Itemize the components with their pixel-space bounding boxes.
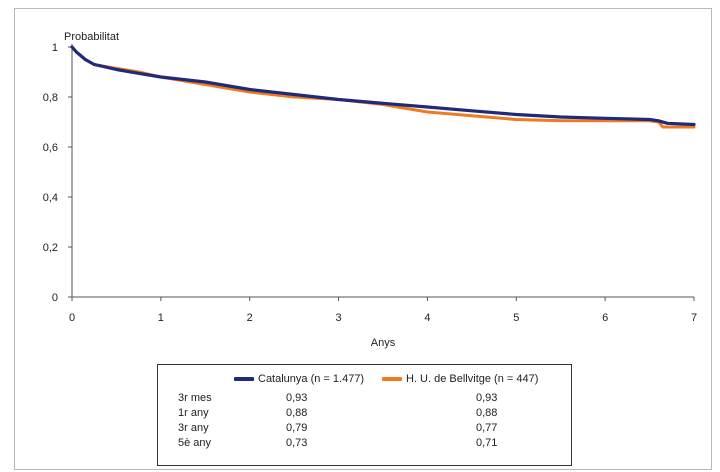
cell-catalunya: 0,79 [286,422,308,434]
cell-bellvitge: 0,77 [476,422,498,434]
y-tick-label: 0,4 [43,192,58,204]
series-line-catalunya [70,45,696,127]
y-tick-label: 0 [52,292,58,304]
table-row: 3r mes 0,93 0,93 [158,392,571,407]
y-tick-label: 0,8 [43,92,58,104]
x-tick-label: 0 [69,312,75,324]
cell-catalunya: 0,73 [286,437,308,449]
row-label: 1r any [178,407,209,419]
legend-table: Catalunya (n = 1.477) H. U. de Bellvitge… [157,364,572,466]
legend-label-catalunya: Catalunya (n = 1.477) [258,373,365,385]
cell-catalunya: 0,93 [286,392,308,404]
x-tick-label: 5 [513,312,519,324]
row-label: 5è any [178,437,212,449]
series-line-bellvitge [70,45,696,129]
table-row: 3r any 0,79 0,77 [158,422,571,437]
x-tick-label: 4 [424,312,430,324]
x-tick-label: 3 [336,312,342,324]
x-axis-label: Anys [371,337,396,349]
y-tick-label: 1 [52,42,58,54]
y-axis-label: Probabilitat [64,31,119,43]
cell-bellvitge: 0,71 [476,437,498,449]
y-tick-label: 0,2 [43,242,58,254]
legend-label-bellvitge: H. U. de Bellvitge (n = 447) [406,373,539,385]
legend-item-bellvitge: H. U. de Bellvitge (n = 447) [382,373,538,385]
y-tick-label: 0,6 [43,142,58,154]
legend-swatch-catalunya [234,377,254,381]
table-row: 5è any 0,73 0,71 [158,437,571,452]
cell-bellvitge: 0,88 [476,407,498,419]
x-tick-label: 2 [247,312,253,324]
row-label: 3r any [178,422,209,434]
row-label: 3r mes [178,392,212,404]
cell-bellvitge: 0,93 [476,392,498,404]
legend-item-catalunya: Catalunya (n = 1.477) [234,373,364,385]
table-row: 1r any 0,88 0,88 [158,407,571,422]
legend: Catalunya (n = 1.477) H. U. de Bellvitge… [158,373,571,389]
x-tick-label: 6 [602,312,608,324]
cell-catalunya: 0,88 [286,407,308,419]
legend-swatch-bellvitge [382,377,402,381]
x-tick-label: 7 [691,312,697,324]
x-tick-label: 1 [158,312,164,324]
